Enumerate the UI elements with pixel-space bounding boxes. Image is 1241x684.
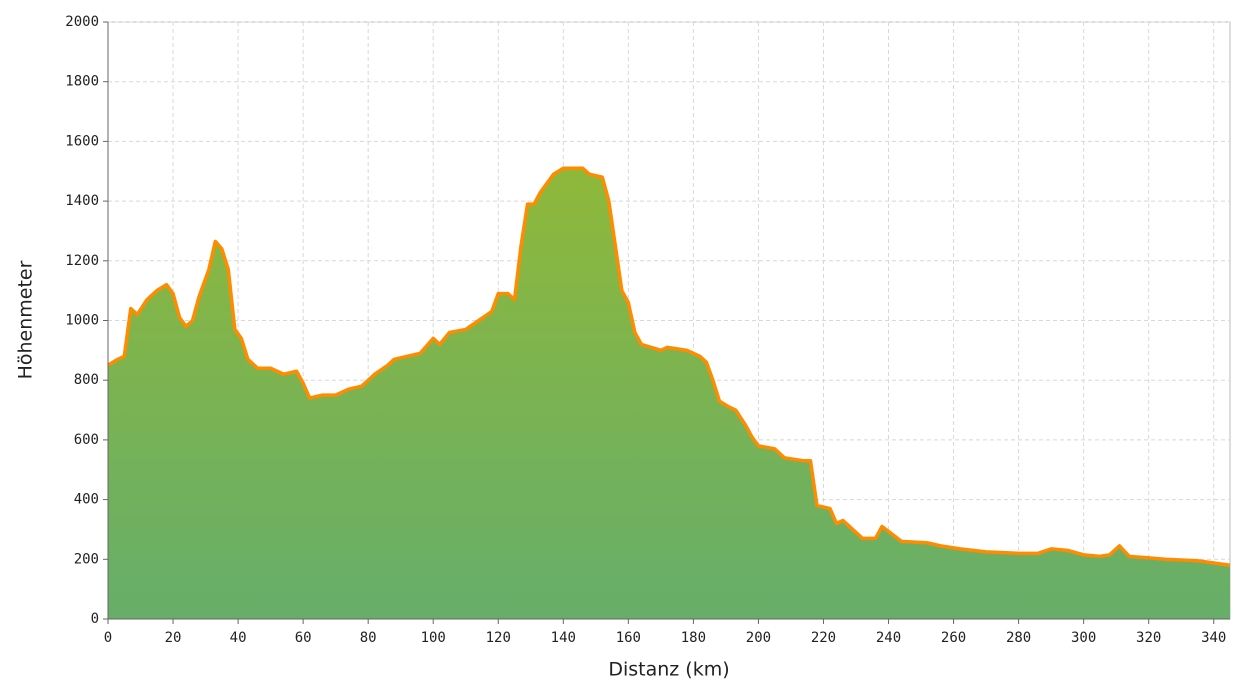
y-tick-label: 800 — [74, 372, 99, 388]
y-tick-label: 1800 — [65, 74, 99, 90]
x-tick-label: 60 — [295, 630, 312, 646]
y-tick-label: 1000 — [65, 313, 99, 329]
x-tick-label: 180 — [681, 630, 706, 646]
area-fill — [108, 168, 1230, 619]
elevation-line — [107, 166, 1231, 568]
x-tick-label: 260 — [941, 630, 966, 646]
x-tick-label: 0 — [104, 630, 112, 646]
x-tick-label: 120 — [486, 630, 511, 646]
x-tick-label: 220 — [811, 630, 836, 646]
x-tick-label: 320 — [1136, 630, 1161, 646]
y-tick-label: 200 — [74, 551, 99, 567]
x-tick-label: 100 — [421, 630, 446, 646]
x-tick-label: 160 — [616, 630, 641, 646]
x-tick-label: 340 — [1201, 630, 1226, 646]
y-tick-label: 600 — [74, 432, 99, 448]
x-tick-label: 20 — [165, 630, 182, 646]
x-tick-label: 240 — [876, 630, 901, 646]
y-axis-label: Höhenmeter — [15, 260, 37, 379]
x-tick-label: 140 — [551, 630, 576, 646]
x-tick-label: 40 — [230, 630, 247, 646]
y-tick-label: 1600 — [65, 133, 99, 149]
y-tick-label: 1400 — [65, 193, 99, 209]
x-axis-label: Distanz (km) — [608, 659, 729, 681]
x-tick-label: 280 — [1006, 630, 1031, 646]
y-tick-label: 0 — [91, 611, 99, 627]
y-tick-label: 2000 — [65, 14, 99, 30]
x-tick-label: 80 — [360, 630, 377, 646]
x-tick-label: 200 — [746, 630, 771, 646]
y-tick-label: 400 — [74, 492, 99, 508]
y-tick-label: 1200 — [65, 253, 99, 269]
x-tick-label: 300 — [1071, 630, 1096, 646]
